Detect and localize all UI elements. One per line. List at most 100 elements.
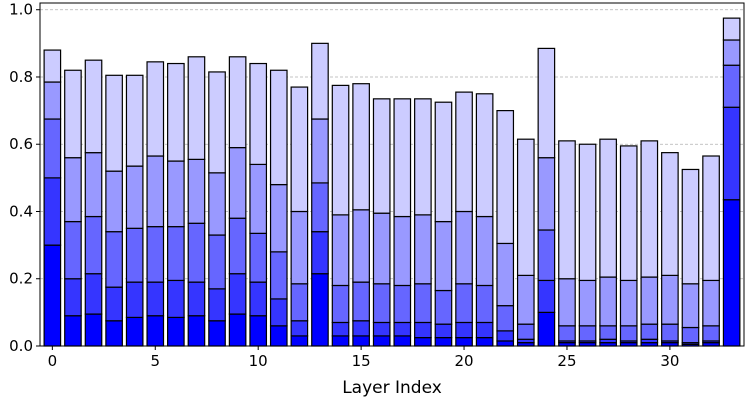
- bar-segment: [434, 220, 453, 292]
- bar-segment: [249, 281, 268, 317]
- bar-segment: [619, 145, 638, 282]
- y-tick-label: 0.2: [9, 270, 33, 288]
- bar-segment: [352, 320, 370, 337]
- bar-segment: [105, 74, 123, 172]
- bar-segment: [558, 325, 576, 342]
- bar-segment: [537, 47, 556, 159]
- bar-segment: [496, 305, 515, 332]
- bar-segment: [146, 155, 165, 228]
- bar-segment: [290, 283, 309, 322]
- bar-segment: [43, 118, 62, 179]
- bar-segment: [290, 335, 309, 347]
- bar-segment: [187, 281, 206, 317]
- bar-segment: [475, 321, 494, 339]
- bar-segment: [43, 81, 62, 120]
- bar-segment: [228, 273, 247, 315]
- bar-segment: [537, 311, 556, 347]
- bar-segment: [475, 284, 494, 324]
- bar-segment: [475, 215, 494, 287]
- bar-segment: [661, 274, 679, 325]
- bar-segment: [352, 83, 370, 211]
- bar-segment: [208, 71, 226, 174]
- bar-segment: [249, 163, 268, 234]
- bar-segment: [84, 59, 103, 154]
- bar-segment: [599, 325, 617, 340]
- bar-segment: [105, 320, 123, 347]
- bar-segment: [619, 325, 638, 342]
- bar-segment: [187, 222, 206, 283]
- x-tick-label: 0: [48, 352, 58, 370]
- bar-segment: [125, 316, 144, 347]
- bar-segment: [43, 177, 62, 246]
- bar-segment: [64, 69, 82, 159]
- x-tick-label: 20: [454, 352, 473, 370]
- bar-segment: [414, 321, 432, 339]
- bar-segment: [455, 321, 473, 339]
- bar-segment: [372, 283, 391, 324]
- bar-segment: [167, 160, 185, 228]
- bar-segment: [434, 289, 453, 325]
- bar-segment: [228, 56, 247, 149]
- bar-segment: [496, 110, 515, 245]
- bar-segment: [146, 281, 165, 317]
- bar-segment: [722, 106, 741, 201]
- plot-frame: [39, 2, 745, 347]
- bar-segment: [702, 325, 720, 342]
- bar-segment: [64, 157, 82, 223]
- bar-segment: [125, 227, 144, 283]
- bar-segment: [414, 336, 432, 347]
- bar-segment: [702, 279, 720, 327]
- bar-segment: [578, 279, 597, 327]
- bar-segment: [516, 274, 535, 325]
- bar-segment: [599, 138, 617, 278]
- bar-segment: [64, 315, 82, 347]
- bar-segment: [352, 281, 370, 322]
- bar-segment: [393, 215, 412, 287]
- bar-segment: [372, 321, 391, 337]
- bar-segment: [105, 286, 123, 322]
- x-tick-label: 30: [660, 352, 679, 370]
- bar-segment: [249, 232, 268, 283]
- bar-segment: [105, 170, 123, 233]
- bar-segment: [84, 152, 103, 218]
- bar-segment: [84, 273, 103, 315]
- y-tick-label: 0.4: [9, 202, 33, 220]
- bar-segment: [496, 242, 515, 307]
- bar-segment: [208, 320, 226, 347]
- bar-segment: [681, 283, 700, 329]
- bar-segment: [455, 283, 473, 324]
- bar-segment: [578, 325, 597, 342]
- bar-segment: [311, 231, 329, 275]
- y-tick-label: 1.0: [9, 1, 33, 19]
- bar-segment: [558, 140, 576, 280]
- bars: [43, 17, 741, 347]
- bar-segment: [249, 62, 268, 166]
- bar-segment: [269, 183, 288, 253]
- bar-segment: [640, 323, 659, 340]
- bar-segment: [414, 214, 432, 285]
- bar-segment: [228, 146, 247, 219]
- bar-segment: [269, 251, 288, 300]
- bar-segment: [146, 61, 165, 157]
- bar-segment: [311, 42, 329, 120]
- bar-segment: [125, 74, 144, 167]
- bar-segment: [167, 226, 185, 282]
- bar-segment: [352, 209, 370, 283]
- bar-segment: [393, 98, 412, 218]
- bar-segment: [516, 138, 535, 276]
- bar-segment: [208, 288, 226, 322]
- bar-segment: [167, 62, 185, 162]
- bar-segment: [146, 315, 165, 347]
- bar-segment: [311, 118, 329, 184]
- bar-segment: [455, 336, 473, 347]
- bar-segment: [393, 321, 412, 337]
- bar-segment: [331, 321, 350, 337]
- bar-segment: [496, 340, 515, 347]
- grid-lines: [40, 9, 744, 280]
- bar-segment: [640, 140, 659, 278]
- bar-segment: [331, 84, 350, 216]
- bar-segment: [393, 284, 412, 324]
- bar-segment: [269, 69, 288, 186]
- bar-segment: [290, 210, 309, 285]
